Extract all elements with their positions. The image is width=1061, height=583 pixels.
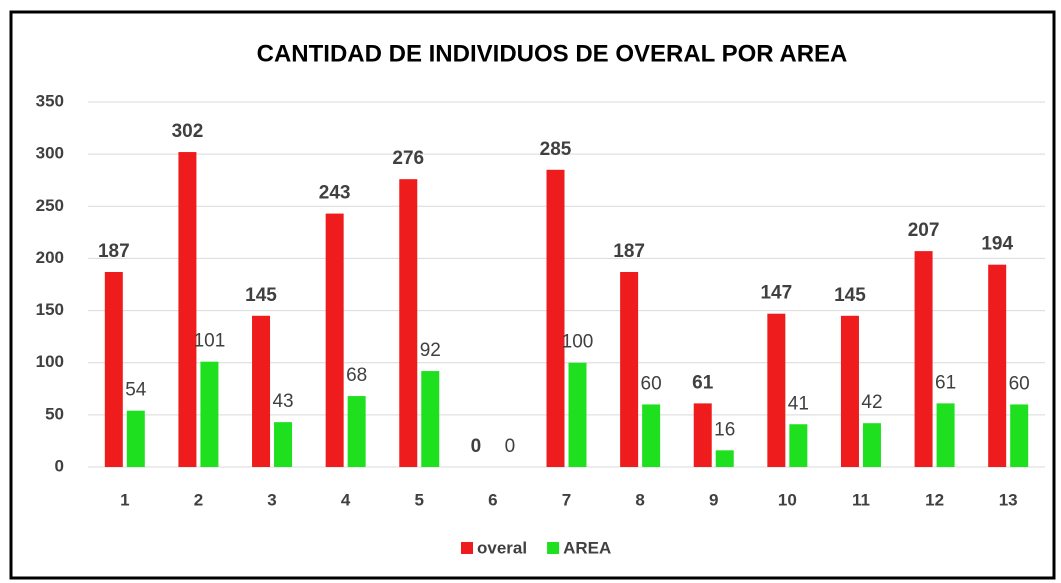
data-label: 100 [562, 332, 594, 353]
legend-swatch [461, 542, 473, 554]
chart-title: CANTIDAD DE INDIVIDUOS DE OVERAL POR ARE… [257, 40, 848, 67]
y-tick-label: 200 [36, 248, 64, 267]
bar [274, 422, 293, 467]
data-label: 68 [346, 365, 367, 386]
data-label: 92 [420, 340, 441, 361]
x-tick-label: 12 [925, 490, 944, 509]
x-tick-label: 1 [120, 490, 129, 509]
x-tick-label: 6 [488, 490, 497, 509]
data-label: 43 [272, 391, 293, 412]
data-label: 42 [861, 392, 882, 413]
x-tick-label: 8 [635, 490, 644, 509]
x-tick-label: 10 [778, 490, 797, 509]
x-tick-label: 7 [562, 490, 571, 509]
y-tick-label: 350 [36, 91, 64, 110]
y-tick-label: 100 [36, 352, 64, 371]
x-tick-label: 5 [415, 490, 424, 509]
data-label: 276 [392, 148, 424, 169]
data-label: 60 [1009, 373, 1030, 394]
data-label: 145 [245, 285, 277, 306]
bar [347, 396, 366, 467]
data-label: 61 [692, 372, 714, 393]
data-label: 145 [834, 285, 866, 306]
data-label: 54 [125, 380, 147, 401]
bar [325, 213, 344, 467]
data-label: 187 [98, 241, 130, 262]
x-tick-label: 2 [194, 490, 203, 509]
bar [421, 371, 440, 467]
bar [546, 169, 565, 468]
bar [126, 410, 145, 467]
x-tick-label: 4 [341, 490, 351, 509]
y-tick-label: 150 [36, 300, 64, 319]
chart-frame [9, 10, 1056, 580]
data-label: 101 [194, 331, 226, 352]
bar [399, 179, 418, 467]
bar [620, 271, 639, 467]
legend-label: AREA [563, 538, 611, 557]
y-tick-label: 50 [45, 404, 64, 423]
y-tick-label: 0 [55, 456, 64, 475]
x-tick-label: 3 [267, 490, 276, 509]
bar [715, 450, 734, 467]
bar [200, 361, 219, 467]
bar [642, 404, 661, 467]
y-tick-label: 300 [36, 144, 64, 163]
data-label: 243 [319, 183, 351, 204]
data-label: 147 [760, 283, 792, 304]
data-label: 61 [935, 372, 956, 393]
bar [914, 251, 933, 467]
data-label: 207 [908, 220, 940, 241]
bar [1010, 404, 1029, 467]
data-label: 41 [788, 393, 809, 414]
data-label: 194 [981, 234, 1013, 255]
bar [178, 152, 197, 468]
bar [104, 271, 123, 467]
data-label: 60 [641, 373, 662, 394]
data-label: 0 [471, 436, 482, 457]
bar [936, 403, 955, 467]
bar [252, 315, 271, 467]
bar [767, 313, 786, 467]
data-label: 285 [540, 139, 572, 160]
legend-swatch [547, 542, 560, 554]
bar [789, 424, 808, 467]
bar [988, 264, 1007, 467]
data-label: 0 [505, 436, 516, 457]
data-label: 302 [172, 121, 204, 142]
data-label: 16 [714, 419, 735, 440]
x-tick-label: 9 [709, 490, 718, 509]
x-tick-label: 13 [999, 490, 1018, 509]
bar [693, 403, 712, 467]
legend-label: overal [477, 538, 527, 557]
y-tick-label: 250 [36, 196, 64, 215]
bar [862, 423, 881, 467]
bar [840, 315, 859, 467]
x-tick-label: 11 [852, 490, 870, 509]
data-label: 187 [613, 241, 645, 262]
bar [568, 362, 587, 467]
